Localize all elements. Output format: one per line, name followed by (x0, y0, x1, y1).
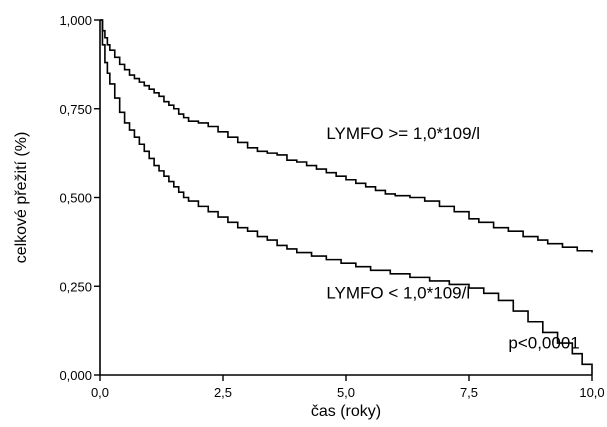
annotation-1: LYMFO >= 1,0*109/l (326, 124, 480, 143)
x-tick-label: 0,0 (91, 385, 109, 400)
labels: čas (roky) celkové přežití (%) (13, 132, 381, 420)
annotations: LYMFO >= 1,0*109/l LYMFO < 1,0*109/l p<0,0… (326, 124, 579, 352)
y-tick-label: 0,500 (59, 191, 92, 206)
annotation-2: LYMFO < 1,0*109/l (326, 284, 470, 303)
series (100, 19, 593, 375)
annotation-3: p<0,0001 (508, 333, 579, 352)
y-tick-label: 0,750 (59, 102, 92, 117)
x-tick-label: 5,0 (337, 385, 355, 400)
survival-curve-2 (100, 19, 593, 375)
axes (99, 20, 592, 376)
x-tick-label: 7,5 (460, 385, 478, 400)
y-tick-label: 0,000 (59, 368, 92, 383)
y-tick-label: 1,000 (59, 13, 92, 28)
x-tick-label: 10,0 (579, 385, 604, 400)
x-axis-label: čas (roky) (311, 403, 381, 420)
survival-curve-1 (100, 19, 593, 253)
y-axis-label: celkové přežití (%) (13, 132, 30, 264)
x-tick-label: 2,5 (214, 385, 232, 400)
ticks: 0,0 2,5 5,0 7,5 10,0 0,000 0,250 0,500 0,750 1,00… (59, 13, 604, 400)
y-tick-label: 0,250 (59, 279, 92, 294)
